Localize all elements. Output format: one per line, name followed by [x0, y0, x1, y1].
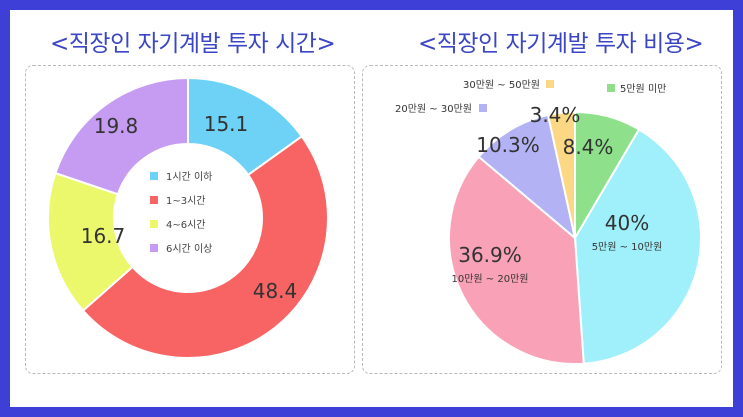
legend-swatch [150, 220, 158, 228]
legend-swatch [479, 104, 487, 112]
legend-label: 1~3시간 [166, 195, 206, 207]
legend-label: 6시간 이상 [166, 243, 212, 255]
legend-label: 20만원 ~ 30만원 [395, 103, 472, 115]
cost-chart-title: <직장인 자기계발 투자 비용> [418, 31, 704, 57]
legend-swatch [150, 244, 158, 252]
legend-label: 1시간 이하 [166, 170, 212, 183]
slice-value-label: 10.3% [476, 133, 540, 157]
slice-value-label: 8.4% [563, 135, 614, 159]
cost-chart-card [362, 65, 722, 374]
legend-swatch [607, 84, 615, 92]
slice-value-label: 3.4% [530, 103, 581, 127]
infographic-frame: <직장인 자기계발 투자 시간> <직장인 자기계발 투자 비용> 15.1 48… [10, 10, 733, 407]
legend-swatch [150, 172, 158, 180]
pie-slice [477, 113, 577, 241]
slice-category-label: 10만원 ~ 20만원 [452, 273, 529, 285]
legend-label: 4~6시간 [166, 219, 206, 231]
charts-canvas: 15.1 48.4 16.7 19.8 1시간 이하 1~3시간 4~6시간 6시간 이상 8.… [47, 76, 702, 365]
slice-value-label: 48.4 [253, 279, 298, 303]
time-chart-card [25, 65, 355, 374]
pie-slice [448, 155, 585, 365]
pie-slice [546, 110, 576, 239]
slice-value-label: 15.1 [204, 112, 249, 136]
legend-label: 5만원 미만 [620, 83, 666, 95]
donut-slice [81, 135, 330, 359]
pie-slice [573, 128, 702, 365]
slice-value-label: 36.9% [458, 243, 522, 267]
slice-value-label: 19.8 [94, 114, 139, 138]
time-chart-title: <직장인 자기계발 투자 시간> [50, 31, 336, 57]
slice-value-label: 16.7 [81, 224, 126, 248]
legend-swatch [150, 196, 158, 204]
slice-category-label: 5만원 ~ 10만원 [592, 241, 663, 253]
legend-label: 30만원 ~ 50만원 [463, 79, 540, 91]
slice-value-label: 40% [605, 211, 649, 235]
donut-slice [54, 76, 189, 196]
legend-swatch [546, 80, 554, 88]
